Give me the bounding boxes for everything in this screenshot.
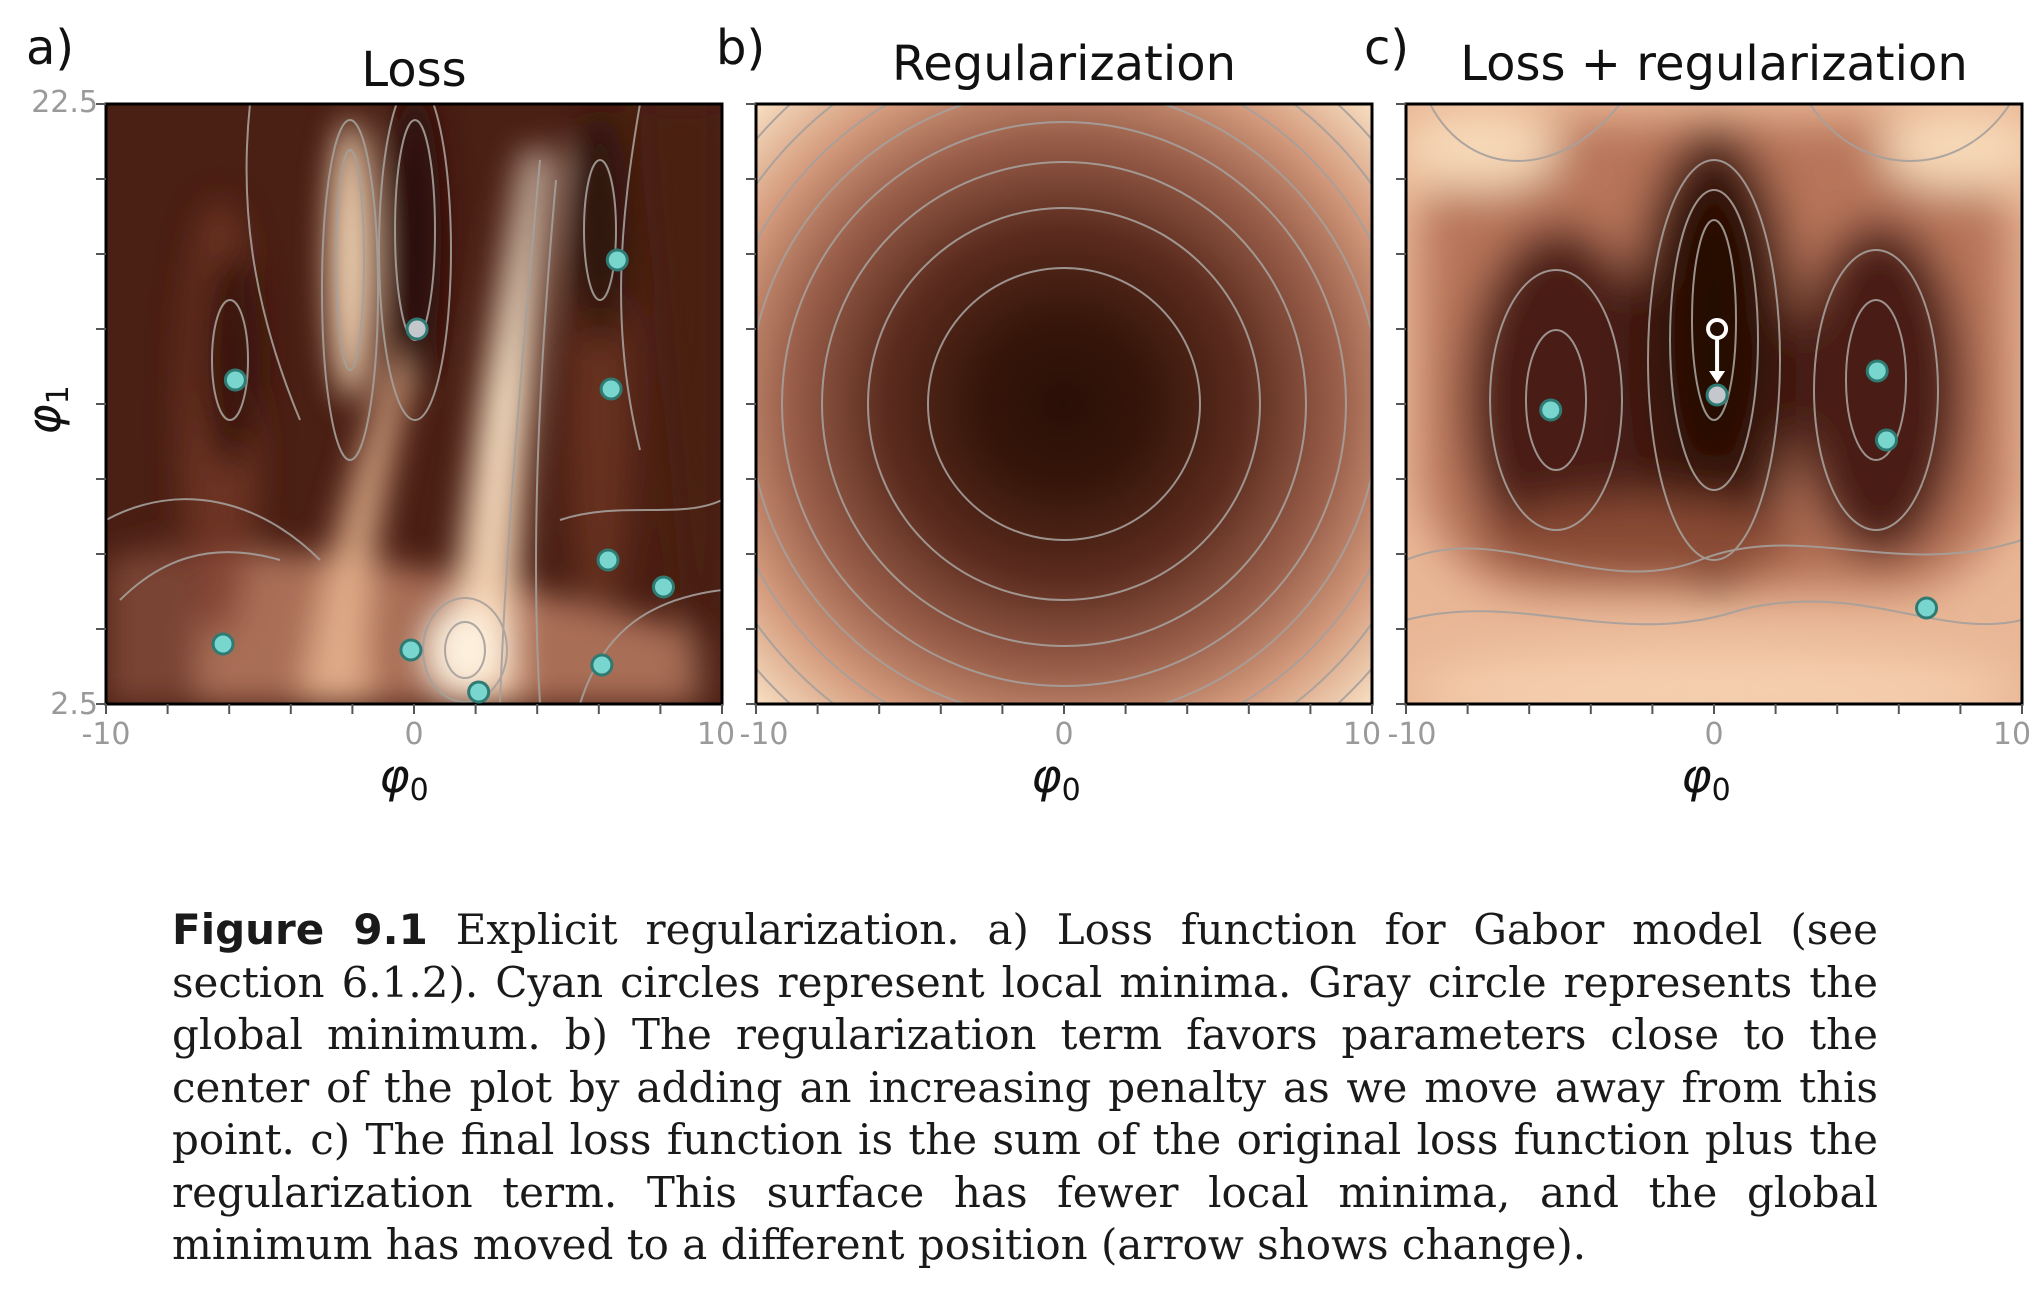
local-minimum-marker bbox=[211, 632, 235, 656]
local-minimum-marker bbox=[590, 653, 614, 677]
figure-9-1: a) Loss bbox=[17, 20, 2031, 808]
panel-c-letter: c) bbox=[1364, 20, 1409, 76]
local-minimum-marker bbox=[651, 575, 675, 599]
local-minimum-marker bbox=[223, 368, 247, 392]
panel-c-xtick-mid: 0 bbox=[1704, 717, 1723, 752]
panel-c-minima bbox=[1539, 318, 1939, 620]
local-minimum-marker bbox=[467, 680, 491, 704]
panel-b-ticks bbox=[746, 103, 1373, 714]
panel-a-heatmap bbox=[106, 104, 722, 704]
arrow-head-icon bbox=[1709, 371, 1726, 383]
panel-c-ticks bbox=[1396, 103, 2023, 714]
local-minimum-marker bbox=[399, 638, 423, 662]
panel-c-title: Loss + regularization bbox=[1460, 36, 1968, 92]
local-minimum-marker bbox=[596, 548, 620, 572]
panel-a-ylabel: φ1 bbox=[17, 385, 76, 434]
panel-a-xtick-right: 10 bbox=[697, 717, 735, 752]
previous-minimum-marker bbox=[1706, 318, 1729, 340]
local-minimum-marker bbox=[1539, 398, 1563, 422]
panel-c: c) Loss + regularization bbox=[1364, 20, 2031, 808]
panel-b-xlabel: φ0 bbox=[1031, 749, 1080, 808]
global-minimum-marker bbox=[405, 317, 429, 341]
panel-b-title: Regularization bbox=[892, 36, 1236, 92]
panel-a-xtick-mid: 0 bbox=[404, 717, 423, 752]
figure-caption-label: Figure 9.1 bbox=[172, 905, 428, 954]
panel-a-xlabel: φ0 bbox=[379, 749, 428, 808]
global-minimum-marker bbox=[1705, 383, 1729, 407]
panel-a: a) Loss bbox=[17, 20, 735, 808]
panel-a-xtick-left: -10 bbox=[82, 717, 131, 752]
panel-a-letter: a) bbox=[26, 20, 74, 76]
panel-c-xtick-left: -10 bbox=[1388, 717, 1437, 752]
local-minimum-marker bbox=[599, 377, 623, 401]
local-minimum-marker bbox=[605, 248, 629, 272]
panel-a-ytick-bottom: 2.5 bbox=[50, 687, 98, 722]
panel-a-minima bbox=[211, 248, 675, 704]
panel-a-title: Loss bbox=[361, 42, 466, 98]
panel-b-xtick-mid: 0 bbox=[1054, 717, 1073, 752]
local-minimum-marker bbox=[1874, 428, 1898, 452]
panel-b-letter: b) bbox=[716, 20, 765, 76]
panel-c-xtick-right: 10 bbox=[1993, 717, 2031, 752]
panel-c-xlabel: φ0 bbox=[1681, 749, 1730, 808]
local-minimum-marker bbox=[1915, 596, 1939, 620]
figure-caption: Figure 9.1 Explicit regularization. a) L… bbox=[172, 904, 1878, 1272]
figure-caption-text: Explicit regularization. a) Loss functio… bbox=[172, 905, 1878, 1269]
panel-c-heatmap bbox=[1406, 104, 2022, 704]
local-minimum-marker bbox=[1865, 359, 1889, 383]
panel-a-ytick-top: 22.5 bbox=[31, 85, 98, 120]
panel-b-xtick-right: 10 bbox=[1343, 717, 1381, 752]
panel-a-ticks bbox=[96, 103, 723, 714]
panel-b: b) Regularization -10 0 10 φ0 bbox=[716, 20, 1381, 808]
panel-b-xtick-left: -10 bbox=[740, 717, 789, 752]
panel-b-heatmap bbox=[756, 104, 1372, 704]
